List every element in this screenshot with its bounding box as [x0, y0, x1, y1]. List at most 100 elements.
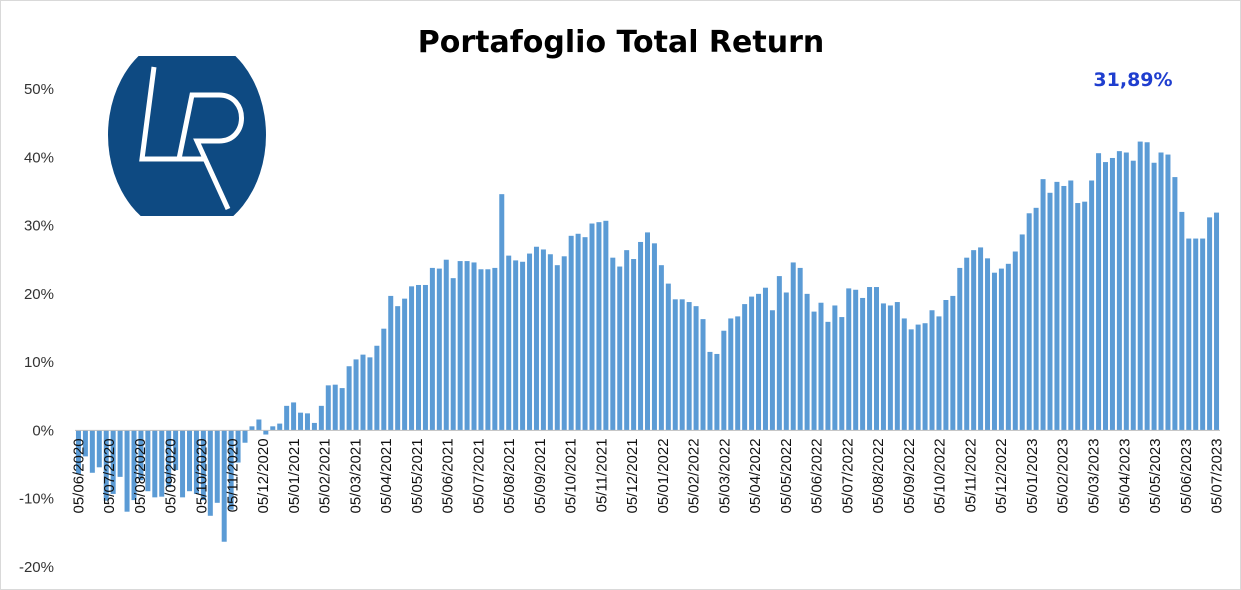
x-tick-label: 05/07/2023 — [1209, 438, 1226, 513]
bar — [846, 288, 852, 431]
x-tick-label: 05/07/2021 — [470, 438, 487, 513]
x-tick-label: 05/12/2022 — [993, 438, 1010, 513]
bar — [638, 241, 644, 431]
x-tick-label: 05/09/2020 — [163, 438, 180, 513]
bar — [575, 233, 581, 431]
bar — [908, 329, 914, 431]
bar — [527, 253, 533, 431]
bar — [762, 287, 768, 431]
x-tick-label: 05/01/2023 — [1024, 438, 1041, 513]
bar — [1130, 160, 1136, 431]
bar — [1158, 152, 1164, 431]
bar — [1193, 238, 1199, 431]
x-tick-label: 05/02/2021 — [317, 438, 334, 513]
bar — [409, 286, 415, 431]
bar — [124, 430, 130, 512]
bar — [1082, 201, 1088, 431]
bar — [894, 302, 900, 431]
bar — [756, 293, 762, 431]
bar — [492, 267, 498, 431]
bar — [1068, 180, 1074, 431]
bar — [797, 267, 803, 431]
x-tick-label: 05/02/2023 — [1055, 438, 1072, 513]
bar — [554, 265, 560, 431]
bar — [1116, 151, 1122, 431]
x-tick-label: 05/08/2021 — [501, 438, 518, 513]
y-tick-label: -20% — [19, 559, 54, 576]
bar — [1012, 251, 1018, 431]
bar — [200, 430, 206, 501]
bar — [943, 300, 949, 431]
bar — [159, 430, 165, 497]
bar — [207, 430, 213, 516]
bar — [714, 353, 720, 431]
y-tick-label: 30% — [24, 218, 54, 235]
bar — [804, 293, 810, 431]
chart-title: Portafoglio Total Return — [418, 25, 824, 60]
bar — [103, 430, 109, 501]
x-tick-label: 05/09/2022 — [901, 438, 918, 513]
bar — [242, 430, 248, 443]
x-tick-label: 05/03/2022 — [716, 438, 733, 513]
bar — [929, 310, 935, 431]
x-tick-label: 05/11/2021 — [593, 438, 610, 512]
x-tick-label: 05/10/2021 — [563, 438, 580, 513]
bar — [1137, 141, 1143, 431]
bar — [416, 284, 421, 431]
bar — [96, 430, 102, 468]
bar — [853, 289, 859, 431]
bar — [624, 250, 630, 431]
bar — [651, 243, 657, 431]
x-tick-label: 05/09/2021 — [532, 438, 549, 513]
x-tick-label: 05/04/2021 — [378, 438, 395, 513]
bar — [769, 310, 775, 431]
bar — [339, 388, 345, 431]
bar — [374, 345, 380, 431]
bar — [422, 284, 428, 431]
bar — [450, 278, 456, 431]
y-tick-label: 0% — [32, 422, 54, 439]
bar — [402, 298, 408, 431]
bar — [173, 430, 179, 471]
bar — [686, 302, 692, 431]
bar — [117, 430, 123, 477]
latest-return-annotation: 31,89% — [1093, 69, 1172, 91]
bar — [1151, 162, 1157, 431]
logo-letters-lr — [139, 66, 244, 211]
bar — [693, 306, 699, 431]
bar — [957, 267, 963, 431]
bars — [75, 141, 1220, 542]
bar — [277, 423, 283, 431]
bar — [166, 430, 172, 488]
bar — [443, 259, 449, 431]
bar — [825, 321, 831, 431]
bar — [75, 430, 81, 475]
bar — [1075, 203, 1081, 431]
x-tick-label: 05/02/2022 — [686, 438, 703, 513]
bar — [707, 351, 713, 431]
bar — [464, 261, 470, 431]
bar — [152, 430, 158, 498]
bar — [1061, 185, 1067, 431]
x-tick-label: 05/06/2021 — [440, 438, 457, 513]
bar — [221, 430, 227, 542]
logo-ellipse — [108, 56, 266, 216]
x-tick-label: 05/01/2022 — [655, 438, 672, 513]
y-tick-label: -10% — [19, 491, 54, 508]
bar — [395, 306, 401, 431]
bar — [506, 255, 512, 431]
bar — [811, 311, 817, 431]
x-tick-label: 05/07/2020 — [101, 438, 118, 513]
bar — [360, 354, 366, 431]
bar — [721, 330, 727, 431]
bar — [311, 422, 317, 431]
x-tick-label: 05/05/2021 — [409, 438, 426, 513]
bar — [1172, 177, 1178, 431]
bar — [971, 250, 977, 431]
x-axis-ticks: 05/06/2020 05/07/2020 05/08/2020 05/09/2020… — [70, 438, 1225, 513]
bar — [672, 299, 678, 431]
x-tick-label: 05/06/2023 — [1178, 438, 1195, 513]
bar — [540, 249, 546, 431]
bar — [700, 319, 706, 431]
